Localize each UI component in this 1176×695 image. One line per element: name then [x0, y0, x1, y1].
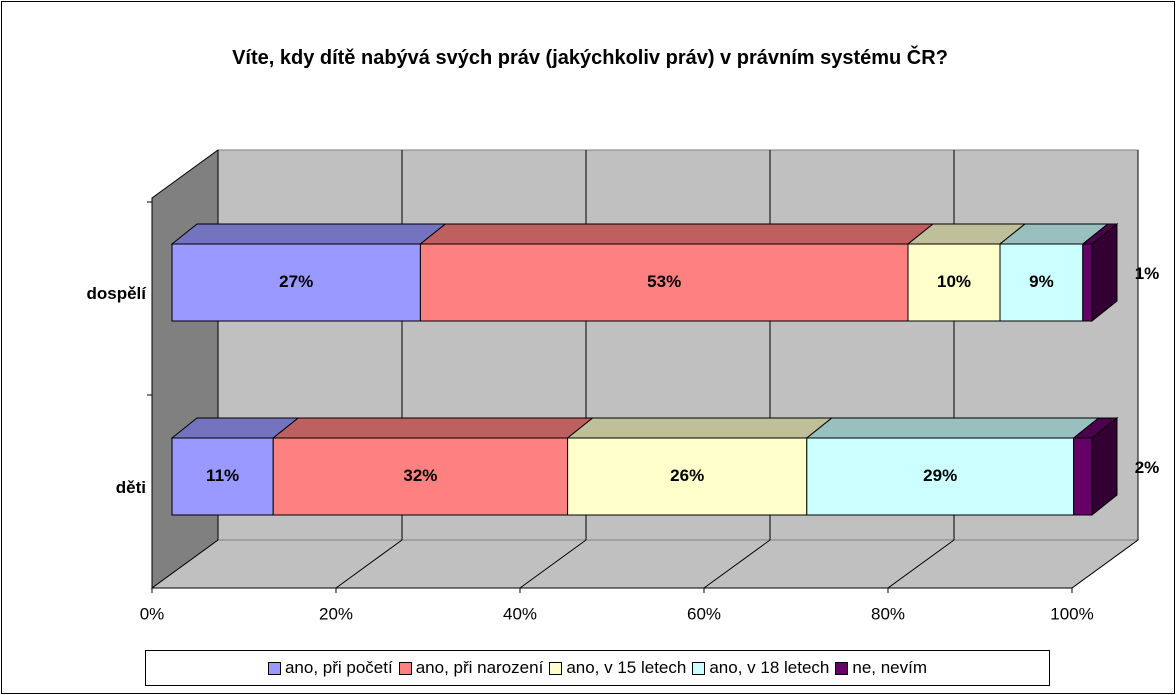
x-tick-label: 80%	[871, 604, 905, 623]
bar	[1082, 243, 1093, 322]
left-wall	[151, 149, 219, 589]
legend-item: ano, při početí	[267, 658, 393, 678]
legend-item: ano, v 18 letech	[692, 658, 829, 678]
bar	[1073, 437, 1093, 516]
legend-label: ano, při narození	[415, 658, 544, 677]
bar	[907, 243, 1001, 322]
legend-swatch	[835, 661, 849, 675]
value-label: 29%	[923, 466, 957, 485]
chart-title: Víte, kdy dítě nabývá svých práv (jakých…	[232, 47, 948, 69]
legend-swatch	[692, 661, 706, 675]
x-tick-label: 20%	[319, 604, 353, 623]
floor-grid-line	[335, 539, 403, 589]
bar	[171, 437, 274, 516]
floor-grid-line	[1071, 539, 1139, 589]
bar-top	[271, 417, 595, 439]
legend: ano, při početí ano, při narození ano, v 1…	[145, 650, 1050, 686]
bar-top	[566, 417, 834, 439]
legend-swatch	[267, 661, 281, 675]
value-label: 11%	[206, 466, 239, 485]
bar	[419, 243, 909, 322]
legend-label: ano, v 15 letech	[566, 658, 687, 677]
bar	[171, 243, 421, 322]
floor-grid-line	[519, 539, 587, 589]
legend-label: ano, při početí	[284, 658, 393, 677]
bar	[567, 437, 808, 516]
x-tick-label: 60%	[687, 604, 721, 623]
value-label: 27%	[279, 272, 313, 291]
floor	[150, 539, 1140, 589]
x-tick-label: 0%	[140, 604, 165, 623]
bar-top	[805, 417, 1101, 439]
value-label: 10%	[937, 272, 971, 291]
value-label: 1%	[1135, 264, 1160, 283]
legend-swatch	[398, 661, 412, 675]
value-label: 32%	[403, 466, 437, 485]
value-label: 26%	[670, 466, 704, 485]
legend-item: ano, při narození	[398, 658, 544, 678]
bar-top	[418, 223, 935, 245]
value-label: 9%	[1029, 272, 1054, 291]
y-tick-label: dospělí	[86, 284, 147, 303]
legend-item: ne, nevím	[835, 658, 927, 678]
x-tick-label: 100%	[1050, 604, 1093, 623]
bar	[272, 437, 569, 516]
y-tick-label: děti	[116, 478, 146, 497]
legend-label: ano, v 18 letech	[709, 658, 830, 677]
floor-grid-line	[887, 539, 955, 589]
bar	[806, 437, 1075, 516]
legend-item: ano, v 15 letech	[549, 658, 686, 678]
bar-side	[1091, 416, 1118, 517]
legend-label: ne, nevím	[852, 658, 928, 677]
bar-top	[170, 223, 447, 245]
floor-grid-line	[703, 539, 771, 589]
floor-grid-line	[151, 539, 219, 589]
value-label: 2%	[1135, 458, 1160, 477]
bar-side	[1091, 222, 1118, 323]
bar	[999, 243, 1084, 322]
value-label: 53%	[647, 272, 681, 291]
legend-swatch	[549, 661, 563, 675]
x-tick-label: 40%	[503, 604, 537, 623]
